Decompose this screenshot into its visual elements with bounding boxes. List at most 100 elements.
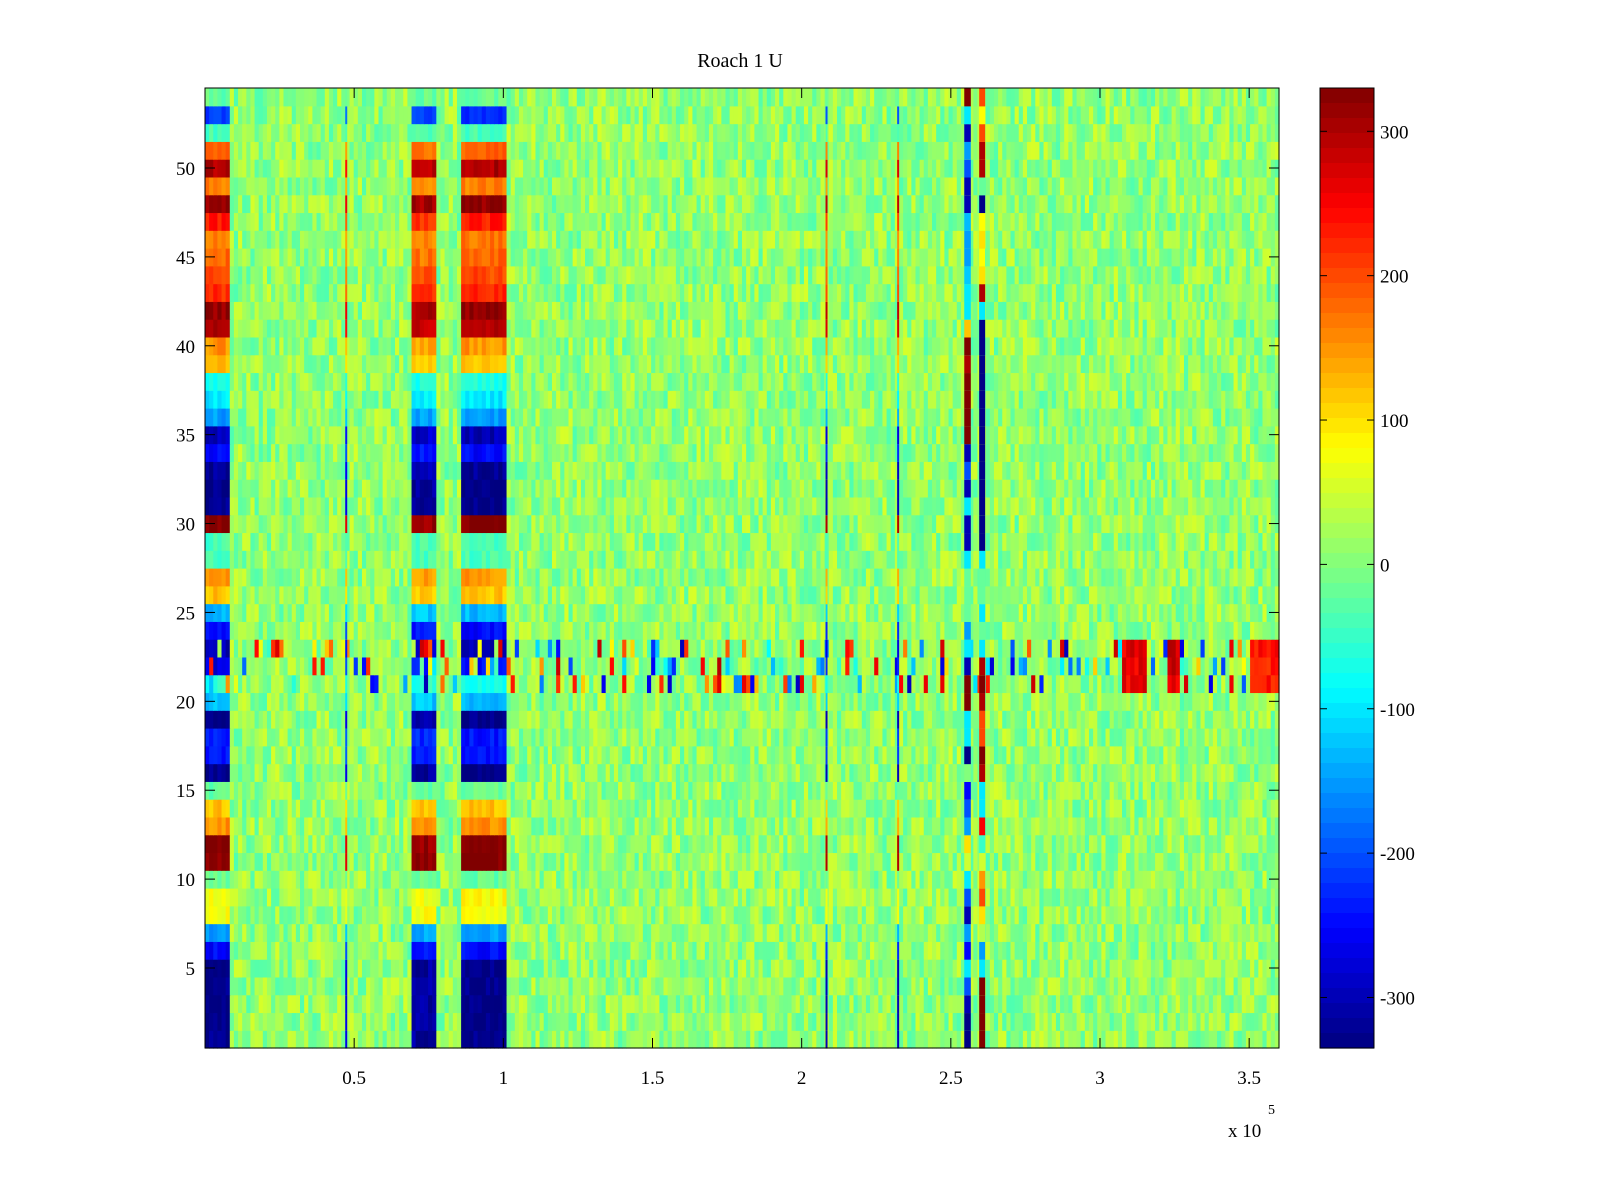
heatmap-cell [209,728,214,747]
heatmap-cell [878,781,884,800]
heatmap-cell [919,976,925,996]
heatmap-cell [585,905,590,925]
heatmap-cell [205,852,210,871]
heatmap-cell [1027,1030,1032,1049]
heatmap-cell [1105,834,1111,854]
heatmap-cell [1250,994,1255,1014]
heatmap-cell [969,745,974,765]
heatmap-cell [898,976,904,996]
heatmap-cell [353,1030,359,1049]
heatmap-cell [849,923,855,942]
heatmap-cell [886,745,892,765]
heatmap-cell [696,870,702,889]
heatmap-cell [1196,905,1202,925]
heatmap-cell [238,888,243,907]
heatmap-cell [374,799,380,818]
heatmap-cell [395,710,400,729]
heatmap-cell [485,870,491,889]
heatmap-cell [754,781,760,800]
heatmap-cell [857,1012,863,1031]
heatmap-cell [630,959,636,978]
heatmap-cell [729,834,735,854]
heatmap-cell [300,888,305,907]
heatmap-cell [386,816,392,836]
heatmap-cell [510,923,516,942]
heatmap-cell [1155,834,1160,854]
heatmap-cell [395,852,400,871]
heatmap-cell [1117,976,1123,996]
heatmap-cell [1196,852,1202,871]
heatmap-cell [543,781,549,800]
heatmap-cell [622,959,627,978]
heatmap-cell [808,905,813,925]
heatmap-spike-cell [964,852,971,871]
heatmap-cell [551,994,557,1014]
heatmap-cell [1088,888,1094,907]
heatmap-cell [205,1012,210,1031]
heatmap-cell [1043,728,1049,747]
heatmap-cell [1204,870,1210,889]
heatmap-cell [407,976,413,996]
heatmap-cell [803,905,809,925]
heatmap-cell [432,745,437,765]
heatmap-cell [345,799,351,818]
heatmap-cell [671,816,677,836]
heatmap-cell [494,905,499,925]
heatmap-cell [415,923,421,942]
heatmap-cell [1088,799,1094,818]
heatmap-cell [589,799,594,818]
heatmap-cell [448,728,454,747]
heatmap-cell [770,1030,776,1049]
heatmap-cell [465,763,470,782]
heatmap-cell [209,923,214,942]
heatmap-cell [890,781,896,800]
heatmap-cell [221,710,227,729]
heatmap-cell [671,888,677,907]
heatmap-cell [1122,1030,1127,1049]
heatmap-cell [1258,870,1264,889]
heatmap-cell [539,959,545,978]
heatmap-cell [1039,959,1045,978]
heatmap-cell [713,816,718,836]
heatmap-cell [820,781,826,800]
heatmap-cell [1047,710,1053,729]
heatmap-cell [1072,923,1078,942]
heatmap-cell [1171,905,1177,925]
heatmap-cell [1225,745,1231,765]
heatmap-cell [1250,745,1255,765]
heatmap-cell [1084,781,1090,800]
heatmap-cell [803,728,809,747]
heatmap-cell [527,852,532,871]
heatmap-cell [853,923,859,942]
heatmap-cell [1138,870,1144,889]
heatmap-cell [399,816,404,836]
heatmap-cell [403,816,409,836]
heatmap-cell [680,923,685,942]
heatmap-cell [1072,976,1078,996]
heatmap-cell [750,994,755,1014]
heatmap-line-cell [897,1012,900,1031]
heatmap-cell [518,834,524,854]
heatmap-cell [993,888,999,907]
heatmap-cell [1047,745,1053,765]
heatmap-cell [618,941,623,960]
heatmap-cell [646,728,652,747]
heatmap-cell [494,888,499,907]
heatmap-cell [1237,781,1243,800]
heatmap-cell [444,852,450,871]
heatmap-cell [576,834,582,854]
heatmap-cell [993,728,999,747]
heatmap-cell [1064,816,1069,836]
heatmap-cell [1167,799,1173,818]
heatmap-cell [1167,781,1173,800]
heatmap-cell [601,834,607,854]
heatmap-cell [382,923,388,942]
heatmap-cell [1097,888,1102,907]
heatmap-cell [242,799,247,818]
heatmap-cell [651,1012,656,1031]
heatmap-cell [754,745,760,765]
heatmap-cell [1047,923,1053,942]
heatmap-cell [713,959,718,978]
heatmap-cell [779,834,784,854]
heatmap-cell [737,834,743,854]
